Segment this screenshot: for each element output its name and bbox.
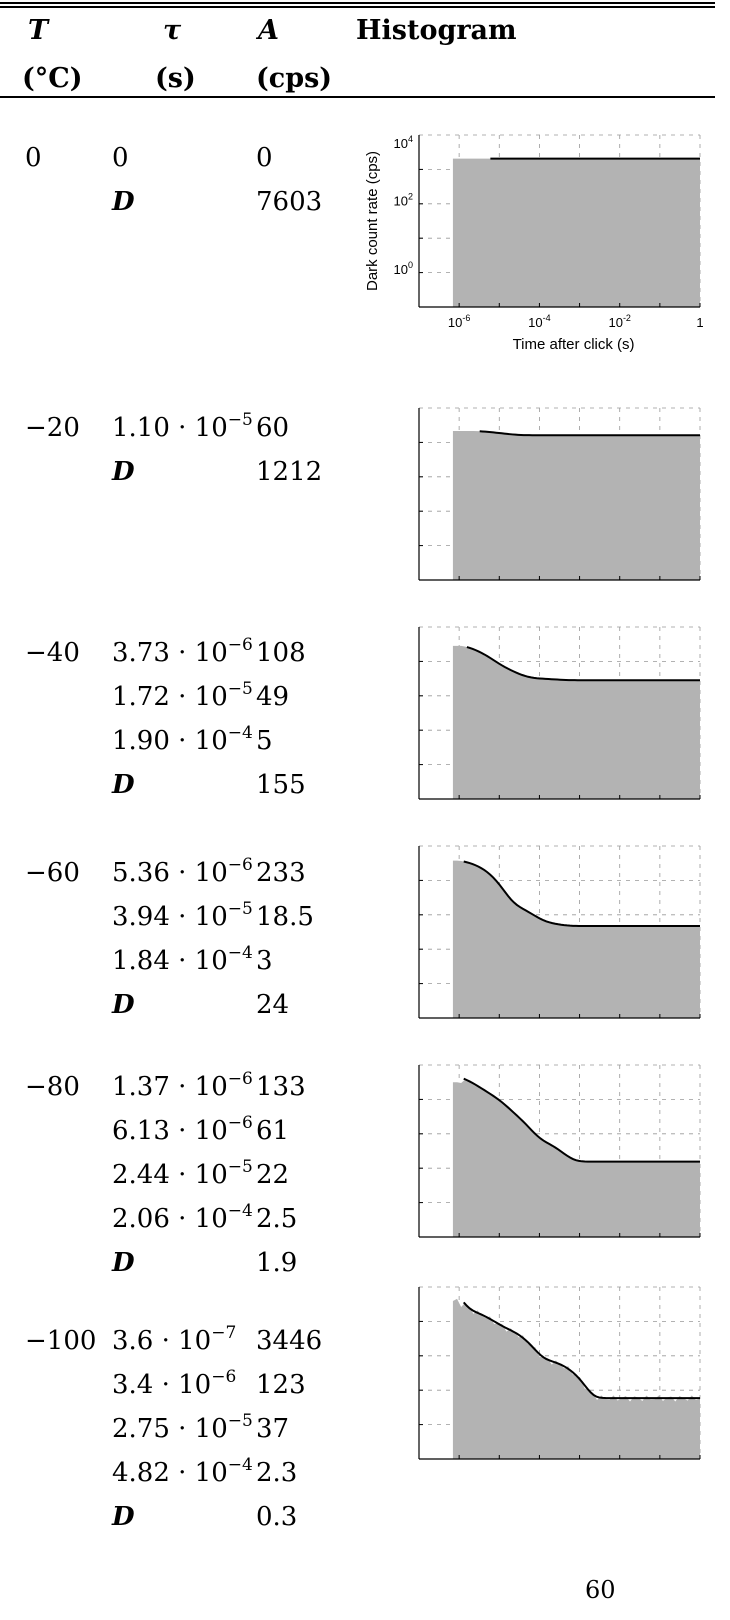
dark-count-label: D [112,457,135,487]
y-tick-label: 102 [394,191,413,208]
amplitude-cell: 133 [256,1072,306,1102]
unit-a: (cps) [256,63,333,94]
tau-cell: 6.13 · 10−6 [112,1113,253,1146]
tau-cell: 1.37 · 10−6 [112,1069,253,1102]
tau-cell: 5.36 · 10−6 [112,855,253,888]
tau-cell: 2.75 · 10−5 [112,1411,253,1444]
tau-cell: 1.84 · 10−4 [112,943,253,976]
amplitude-cell: 37 [256,1414,290,1444]
amplitude-cell: 0.3 [256,1502,298,1532]
tau-cell: 1.90 · 10−4 [112,723,253,756]
page-number: 60 [585,1576,616,1604]
tau-cell: 1.10 · 10−5 [112,410,253,443]
fit-curve [463,1077,700,1163]
histogram-plot [418,1286,701,1460]
amplitude-cell: 1212 [256,457,323,487]
tau-cell: 3.73 · 10−6 [112,635,253,668]
x-tick-label: 10-6 [448,313,470,330]
amplitude-cell: 3446 [256,1326,323,1356]
fit-curve [479,430,700,437]
temperature-cell: −40 [25,638,80,668]
col-header-tau: τ [163,15,182,46]
fit-curve [466,646,700,682]
x-tick-label: 10-4 [528,313,550,330]
unit-tau: (s) [155,63,196,94]
temperature-cell: 0 [25,143,42,173]
fit-curve [462,1301,700,1400]
tau-cell: 3.6 · 10−7 [112,1323,237,1356]
fit-curve [463,860,700,928]
dark-count-label: D [112,187,135,217]
histogram-bars [452,645,700,799]
tau-cell: 0 [112,143,129,173]
y-tick-label: 104 [394,134,413,151]
amplitude-cell: 123 [256,1370,306,1400]
unit-t: (°C) [22,63,83,94]
histogram-bars [452,860,700,1018]
histogram-plot [418,845,701,1019]
temperature-cell: −100 [25,1326,97,1356]
histogram-bars [452,1079,700,1237]
histogram-plot [418,1064,701,1238]
y-axis-label: Dark count rate (cps) [364,151,381,291]
temperature-cell: −80 [25,1072,80,1102]
amplitude-cell: 7603 [256,187,323,217]
x-axis-label: Time after click (s) [513,336,635,353]
dark-count-label: D [112,770,135,800]
amplitude-cell: 1.9 [256,1248,298,1278]
amplitude-cell: 3 [256,946,273,976]
tau-cell: 4.82 · 10−4 [112,1455,253,1488]
y-tick-label: 100 [394,260,413,277]
temperature-cell: −20 [25,413,80,443]
tau-cell: 1.72 · 10−5 [112,679,253,712]
amplitude-cell: 18.5 [256,902,314,932]
x-tick-label: 10-2 [608,313,630,330]
tau-cell: 3.94 · 10−5 [112,899,253,932]
amplitude-cell: 2.3 [256,1458,298,1488]
histogram-plot [418,407,701,581]
amplitude-cell: 5 [256,726,273,756]
amplitude-cell: 0 [256,143,273,173]
amplitude-cell: 49 [256,682,290,712]
amplitude-cell: 233 [256,858,306,888]
amplitude-cell: 24 [256,990,290,1020]
amplitude-cell: 155 [256,770,306,800]
amplitude-cell: 2.5 [256,1204,298,1234]
tau-cell: 2.06 · 10−4 [112,1201,253,1234]
amplitude-cell: 22 [256,1160,290,1190]
histogram-bars [452,431,700,580]
tau-cell: 2.44 · 10−5 [112,1157,253,1190]
col-header-histogram: Histogram [356,15,517,46]
temperature-cell: −60 [25,858,80,888]
histogram-plot [418,626,701,800]
amplitude-cell: 61 [256,1116,290,1146]
x-tick-label: 1 [696,315,703,330]
histogram-plot: 10-6 10-4 10-2 1 104 102 100 Time after click (… [364,134,704,353]
dark-count-label: D [112,1248,135,1278]
dark-count-label: D [112,1502,135,1532]
dark-count-label: D [112,990,135,1020]
histogram-bars [452,1298,700,1459]
amplitude-cell: 60 [256,413,290,443]
histogram-bars [452,158,700,307]
col-header-a: A [258,15,279,46]
col-header-t: T [28,15,49,46]
tau-cell: 3.4 · 10−6 [112,1367,237,1400]
amplitude-cell: 108 [256,638,306,668]
